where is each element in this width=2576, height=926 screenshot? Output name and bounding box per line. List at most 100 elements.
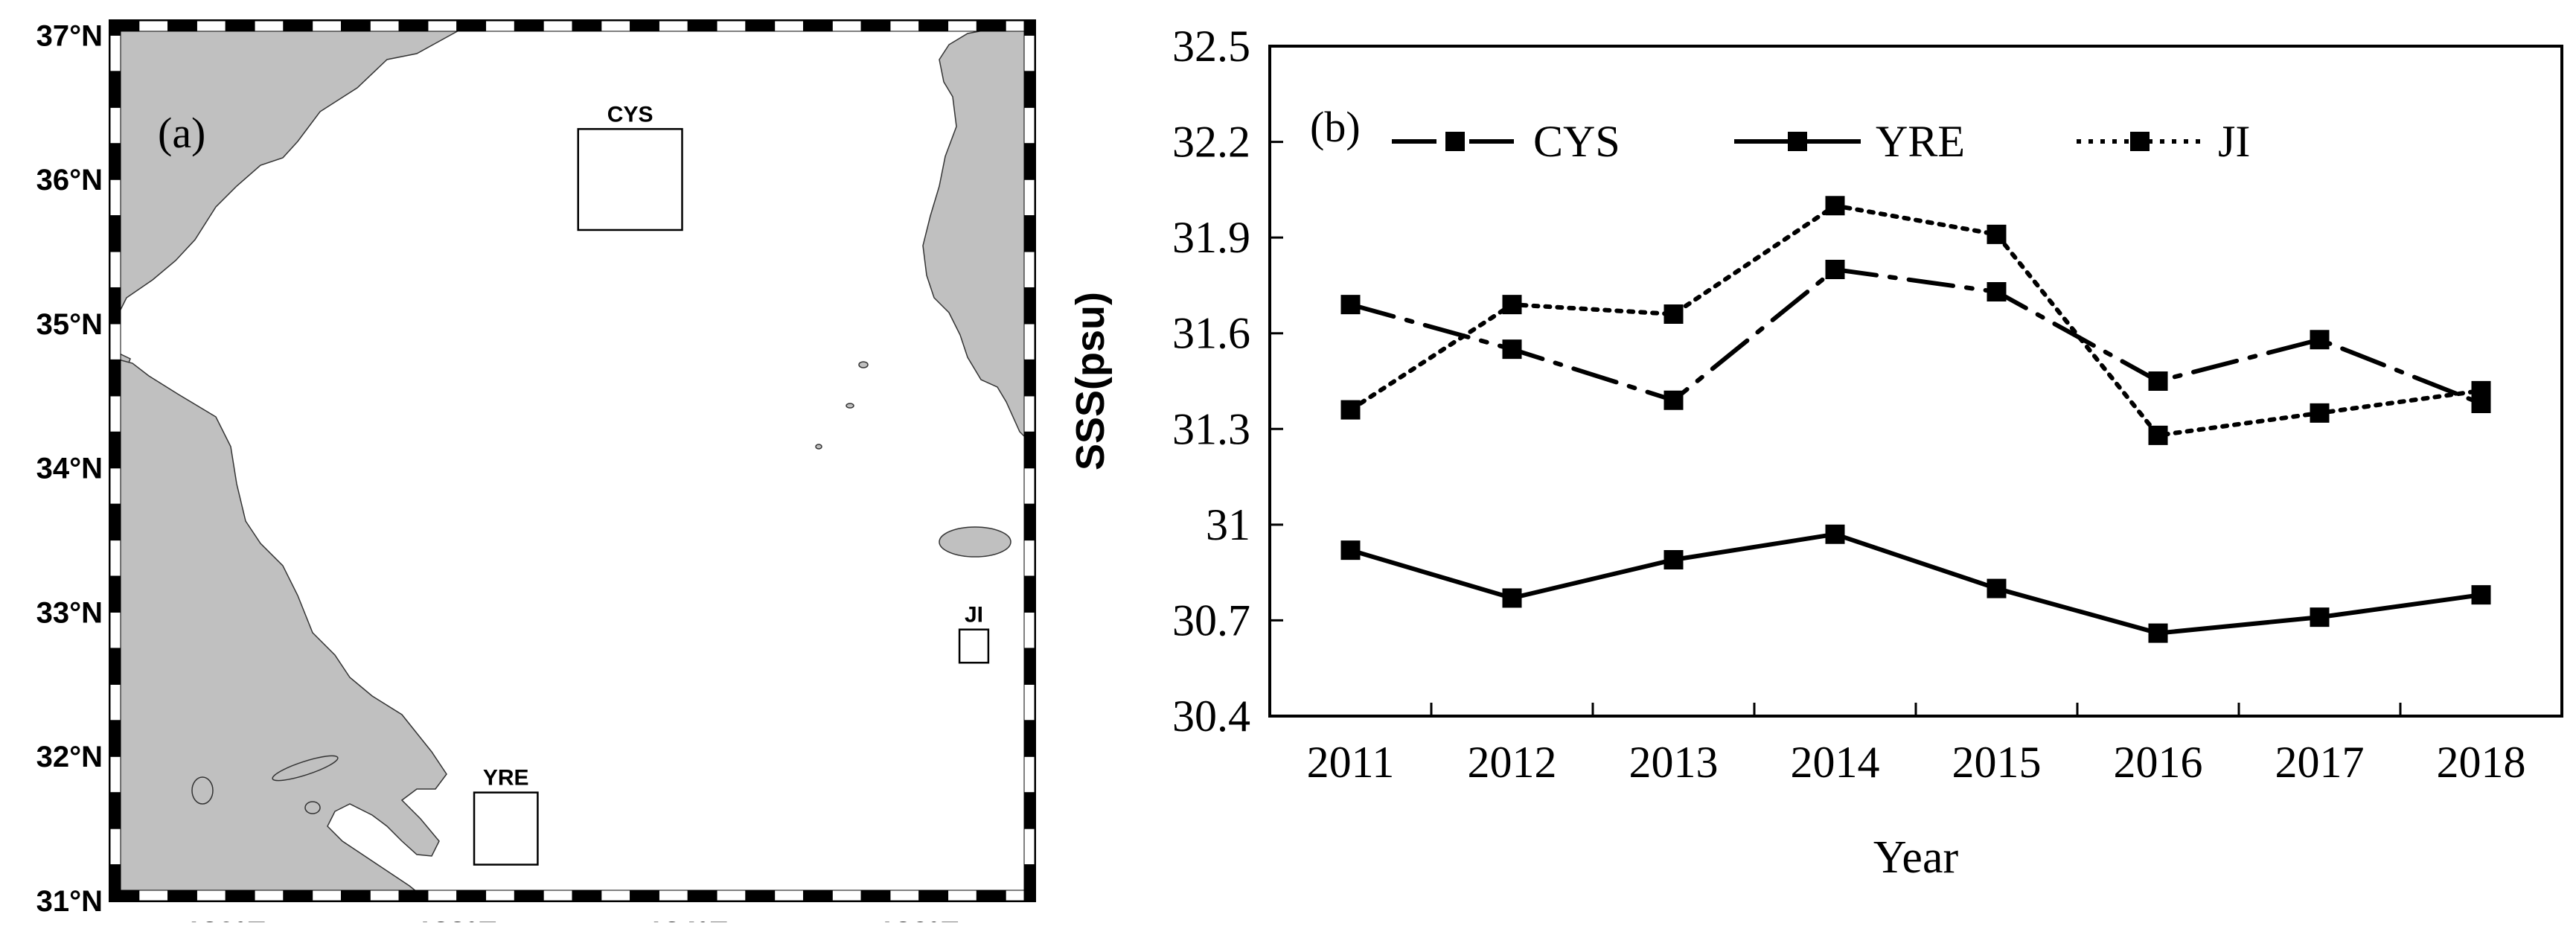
- border-segment: [918, 890, 949, 901]
- border-segment: [1023, 20, 1035, 36]
- region-box-yre: [473, 791, 539, 866]
- border-segment: [109, 323, 121, 360]
- y-tick-label: 30.7: [1172, 595, 1250, 645]
- series-point-cys: [1340, 295, 1361, 315]
- legend-marker-yre: [1788, 132, 1807, 151]
- border-segment: [803, 20, 833, 32]
- border-segment: [109, 611, 121, 649]
- border-segment: [831, 890, 862, 901]
- series-point-yre: [1340, 540, 1361, 561]
- border-segment: [1023, 540, 1035, 577]
- x-tick-label: 2015: [1952, 738, 2042, 787]
- y-axis-ticks: 30.4 30.7 31 31.3 31.6 31.9 32.2 32.5: [1172, 22, 1283, 741]
- series-point-cys: [1825, 260, 1845, 279]
- border-segment: [630, 20, 659, 32]
- border-segment: [225, 20, 255, 32]
- border-segment: [1023, 106, 1035, 144]
- border-segment: [1023, 215, 1035, 252]
- x-axis-ticks: 2011 2012 2013 2014 2015 2016 2017 2018: [1307, 703, 2526, 787]
- border-segment: [1023, 648, 1035, 685]
- y-tick-label: 31: [1206, 500, 1250, 549]
- border-segment: [167, 890, 197, 901]
- border-segment: [369, 890, 400, 901]
- border-segment: [803, 890, 833, 901]
- x-tick-label: 2018: [2437, 738, 2526, 787]
- border-segment: [976, 890, 1006, 901]
- land-island-1: [858, 361, 869, 368]
- border-segment: [630, 890, 659, 901]
- chart-panel: 2011 2012 2013 2014 2015 2016 2017 2018 30.4 30.…: [1057, 0, 2576, 922]
- border-segment: [283, 890, 313, 901]
- legend-marker-cys: [1445, 132, 1465, 151]
- map-lat-labels: 37°N 36°N 35°N 34°N 33°N 32°N 31°N: [36, 19, 103, 918]
- lat-label: 37°N: [36, 19, 103, 52]
- x-tick-label: 2011: [1307, 738, 1395, 787]
- lat-label: 34°N: [36, 453, 103, 485]
- border-segment: [716, 20, 747, 32]
- region-box-ji: [958, 628, 990, 664]
- border-segment: [109, 395, 121, 432]
- border-segment: [716, 890, 747, 901]
- x-tick-label: 2014: [1791, 738, 1880, 787]
- border-segment: [196, 20, 226, 32]
- y-tick-label: 31.6: [1172, 309, 1250, 358]
- series-point-ji: [1502, 295, 1522, 315]
- x-tick-label: 2016: [2114, 738, 2203, 787]
- border-segment: [831, 20, 862, 32]
- border-segment: [109, 503, 121, 541]
- lon-label: 126°E: [878, 916, 959, 922]
- series-point-yre: [2310, 607, 2330, 628]
- border-segment: [687, 890, 717, 901]
- border-segment: [109, 179, 121, 217]
- sss-line-chart: 2011 2012 2013 2014 2015 2016 2017 2018 30.430.…: [1068, 22, 2563, 883]
- x-tick-label: 2013: [1629, 738, 1719, 787]
- border-segment: [369, 20, 400, 32]
- series-line-ji: [1348, 203, 2484, 438]
- border-segment: [860, 890, 891, 901]
- border-segment: [109, 648, 121, 685]
- border-segment: [774, 20, 804, 32]
- y-tick-label: 32.2: [1172, 118, 1250, 167]
- border-segment: [1023, 71, 1035, 108]
- border-segment: [572, 890, 602, 901]
- border-segment: [1023, 431, 1035, 469]
- land-chongming: [272, 755, 339, 782]
- border-segment: [1023, 467, 1035, 505]
- lat-label: 33°N: [36, 596, 103, 629]
- border-segment: [1023, 611, 1035, 649]
- series-markers: [1340, 196, 2491, 643]
- lon-label: 120°E: [185, 916, 266, 922]
- border-segment: [889, 20, 920, 32]
- border-segment: [225, 890, 255, 901]
- border-segment: [774, 890, 804, 901]
- map-panel: CYS YRE JI 37°N 36°N 35°N 34°N 33°N 32°N 31°N 12…: [0, 0, 1057, 926]
- lat-label: 31°N: [36, 885, 103, 918]
- border-segment: [976, 20, 1006, 32]
- series-point-yre: [2471, 585, 2491, 605]
- map-panel-label: (a): [158, 109, 205, 157]
- legend-label-cys: CYS: [1533, 117, 1620, 166]
- border-segment: [109, 143, 121, 180]
- series-point-cys: [2148, 371, 2168, 391]
- border-segment: [1023, 756, 1035, 794]
- map-regions: CYS YRE JI: [473, 102, 990, 866]
- land-island-3: [815, 444, 822, 450]
- land-shandong: [109, 20, 477, 383]
- border-segment: [109, 20, 121, 36]
- border-segment: [745, 890, 776, 901]
- border-segment: [109, 864, 121, 901]
- series-point-cys: [1502, 339, 1522, 360]
- border-segment: [109, 251, 121, 288]
- series-point-yre: [1825, 524, 1845, 544]
- legend-label-ji: JI: [2218, 117, 2250, 166]
- border-segment: [947, 890, 977, 901]
- chart-panel-label: (b): [1310, 103, 1361, 151]
- border-segment: [109, 683, 121, 721]
- border-segment: [109, 71, 121, 108]
- region-label-ji: JI: [965, 603, 983, 628]
- land-jeju: [939, 526, 1011, 558]
- x-tick-label: 2017: [2275, 738, 2365, 787]
- border-segment: [1023, 864, 1035, 901]
- border-segment: [687, 20, 717, 32]
- border-segment: [341, 20, 371, 32]
